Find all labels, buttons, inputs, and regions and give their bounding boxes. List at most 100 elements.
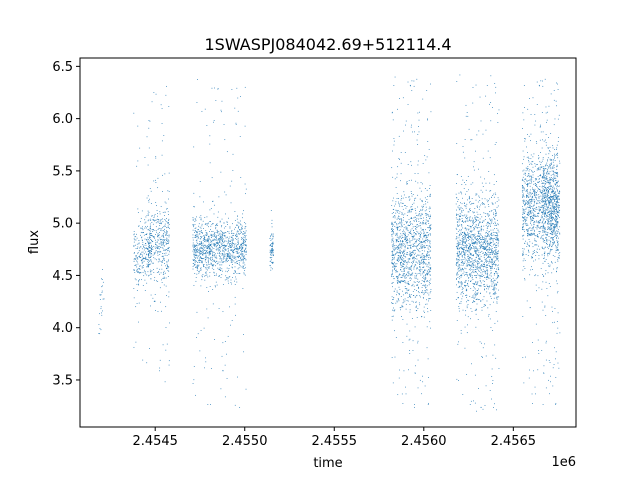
data-point (426, 245, 428, 247)
data-point (429, 218, 431, 220)
data-point (397, 271, 399, 273)
data-point (492, 285, 494, 287)
data-point (420, 215, 422, 217)
data-point (231, 249, 232, 251)
data-point (422, 263, 424, 265)
data-point (99, 294, 101, 296)
data-point (157, 233, 159, 235)
data-point (241, 247, 243, 248)
data-point (498, 367, 500, 369)
data-point (471, 276, 473, 278)
data-point (469, 243, 471, 245)
data-point (473, 265, 475, 267)
data-point (224, 364, 226, 366)
data-point (419, 266, 421, 267)
data-point (472, 87, 474, 88)
data-point (458, 250, 460, 252)
data-point (395, 263, 397, 265)
data-point (532, 196, 534, 198)
data-point (197, 232, 198, 233)
data-point (241, 252, 243, 254)
data-point (212, 223, 214, 224)
data-point (150, 249, 152, 251)
data-point (230, 254, 232, 256)
data-point (220, 239, 222, 241)
data-point (476, 227, 478, 229)
data-point (459, 265, 461, 267)
data-point (221, 236, 223, 238)
data-point (237, 253, 239, 254)
data-point (470, 264, 471, 266)
data-point (496, 253, 498, 255)
data-point (462, 295, 464, 297)
data-point (465, 234, 466, 236)
data-point (205, 272, 207, 274)
data-point (222, 262, 224, 264)
data-point (463, 262, 465, 264)
data-point (227, 271, 228, 273)
data-point (406, 182, 407, 184)
data-point (412, 340, 414, 342)
data-point (464, 205, 466, 207)
data-point (238, 267, 240, 269)
data-point (458, 253, 460, 255)
data-point (467, 211, 469, 213)
data-point (149, 237, 151, 239)
data-point (465, 246, 467, 248)
data-point (159, 254, 161, 255)
data-point (456, 320, 458, 321)
data-point (483, 275, 485, 277)
data-point (408, 268, 410, 270)
data-point (392, 298, 394, 300)
data-point (465, 314, 467, 316)
data-point (413, 261, 414, 263)
data-point (408, 289, 410, 291)
data-point (417, 134, 419, 135)
data-point (239, 258, 241, 260)
data-point (497, 296, 499, 298)
data-point (466, 289, 468, 291)
data-point (237, 239, 239, 241)
data-point (404, 239, 406, 241)
data-point (489, 157, 491, 159)
data-point (455, 193, 457, 195)
data-point (142, 254, 143, 256)
data-point (136, 233, 137, 235)
data-point (483, 239, 484, 240)
data-point (194, 245, 196, 247)
data-point (498, 199, 500, 201)
data-point (496, 239, 497, 241)
data-point (412, 257, 414, 259)
data-point (209, 264, 211, 265)
data-point (391, 316, 393, 317)
data-point (397, 210, 399, 212)
data-point (212, 259, 213, 260)
data-point (391, 224, 393, 225)
data-point (484, 219, 486, 220)
data-point (498, 264, 499, 266)
data-point (489, 220, 491, 222)
data-point (463, 182, 465, 183)
data-point (244, 244, 246, 246)
data-point (395, 235, 397, 236)
data-point (482, 299, 484, 301)
data-point (406, 238, 408, 240)
data-point (495, 291, 497, 293)
data-point (523, 217, 525, 219)
data-point (476, 227, 478, 228)
data-point (540, 227, 542, 229)
data-point (425, 291, 427, 293)
data-point (143, 247, 145, 248)
data-point (459, 270, 461, 272)
data-point (225, 258, 227, 260)
data-point (496, 235, 498, 237)
data-point (209, 162, 211, 164)
data-point (410, 266, 412, 268)
data-point (534, 188, 536, 190)
data-point (394, 265, 396, 267)
data-point (165, 272, 166, 274)
data-point (491, 398, 492, 400)
data-point (495, 288, 497, 290)
data-point (532, 219, 534, 221)
data-point (417, 245, 418, 246)
